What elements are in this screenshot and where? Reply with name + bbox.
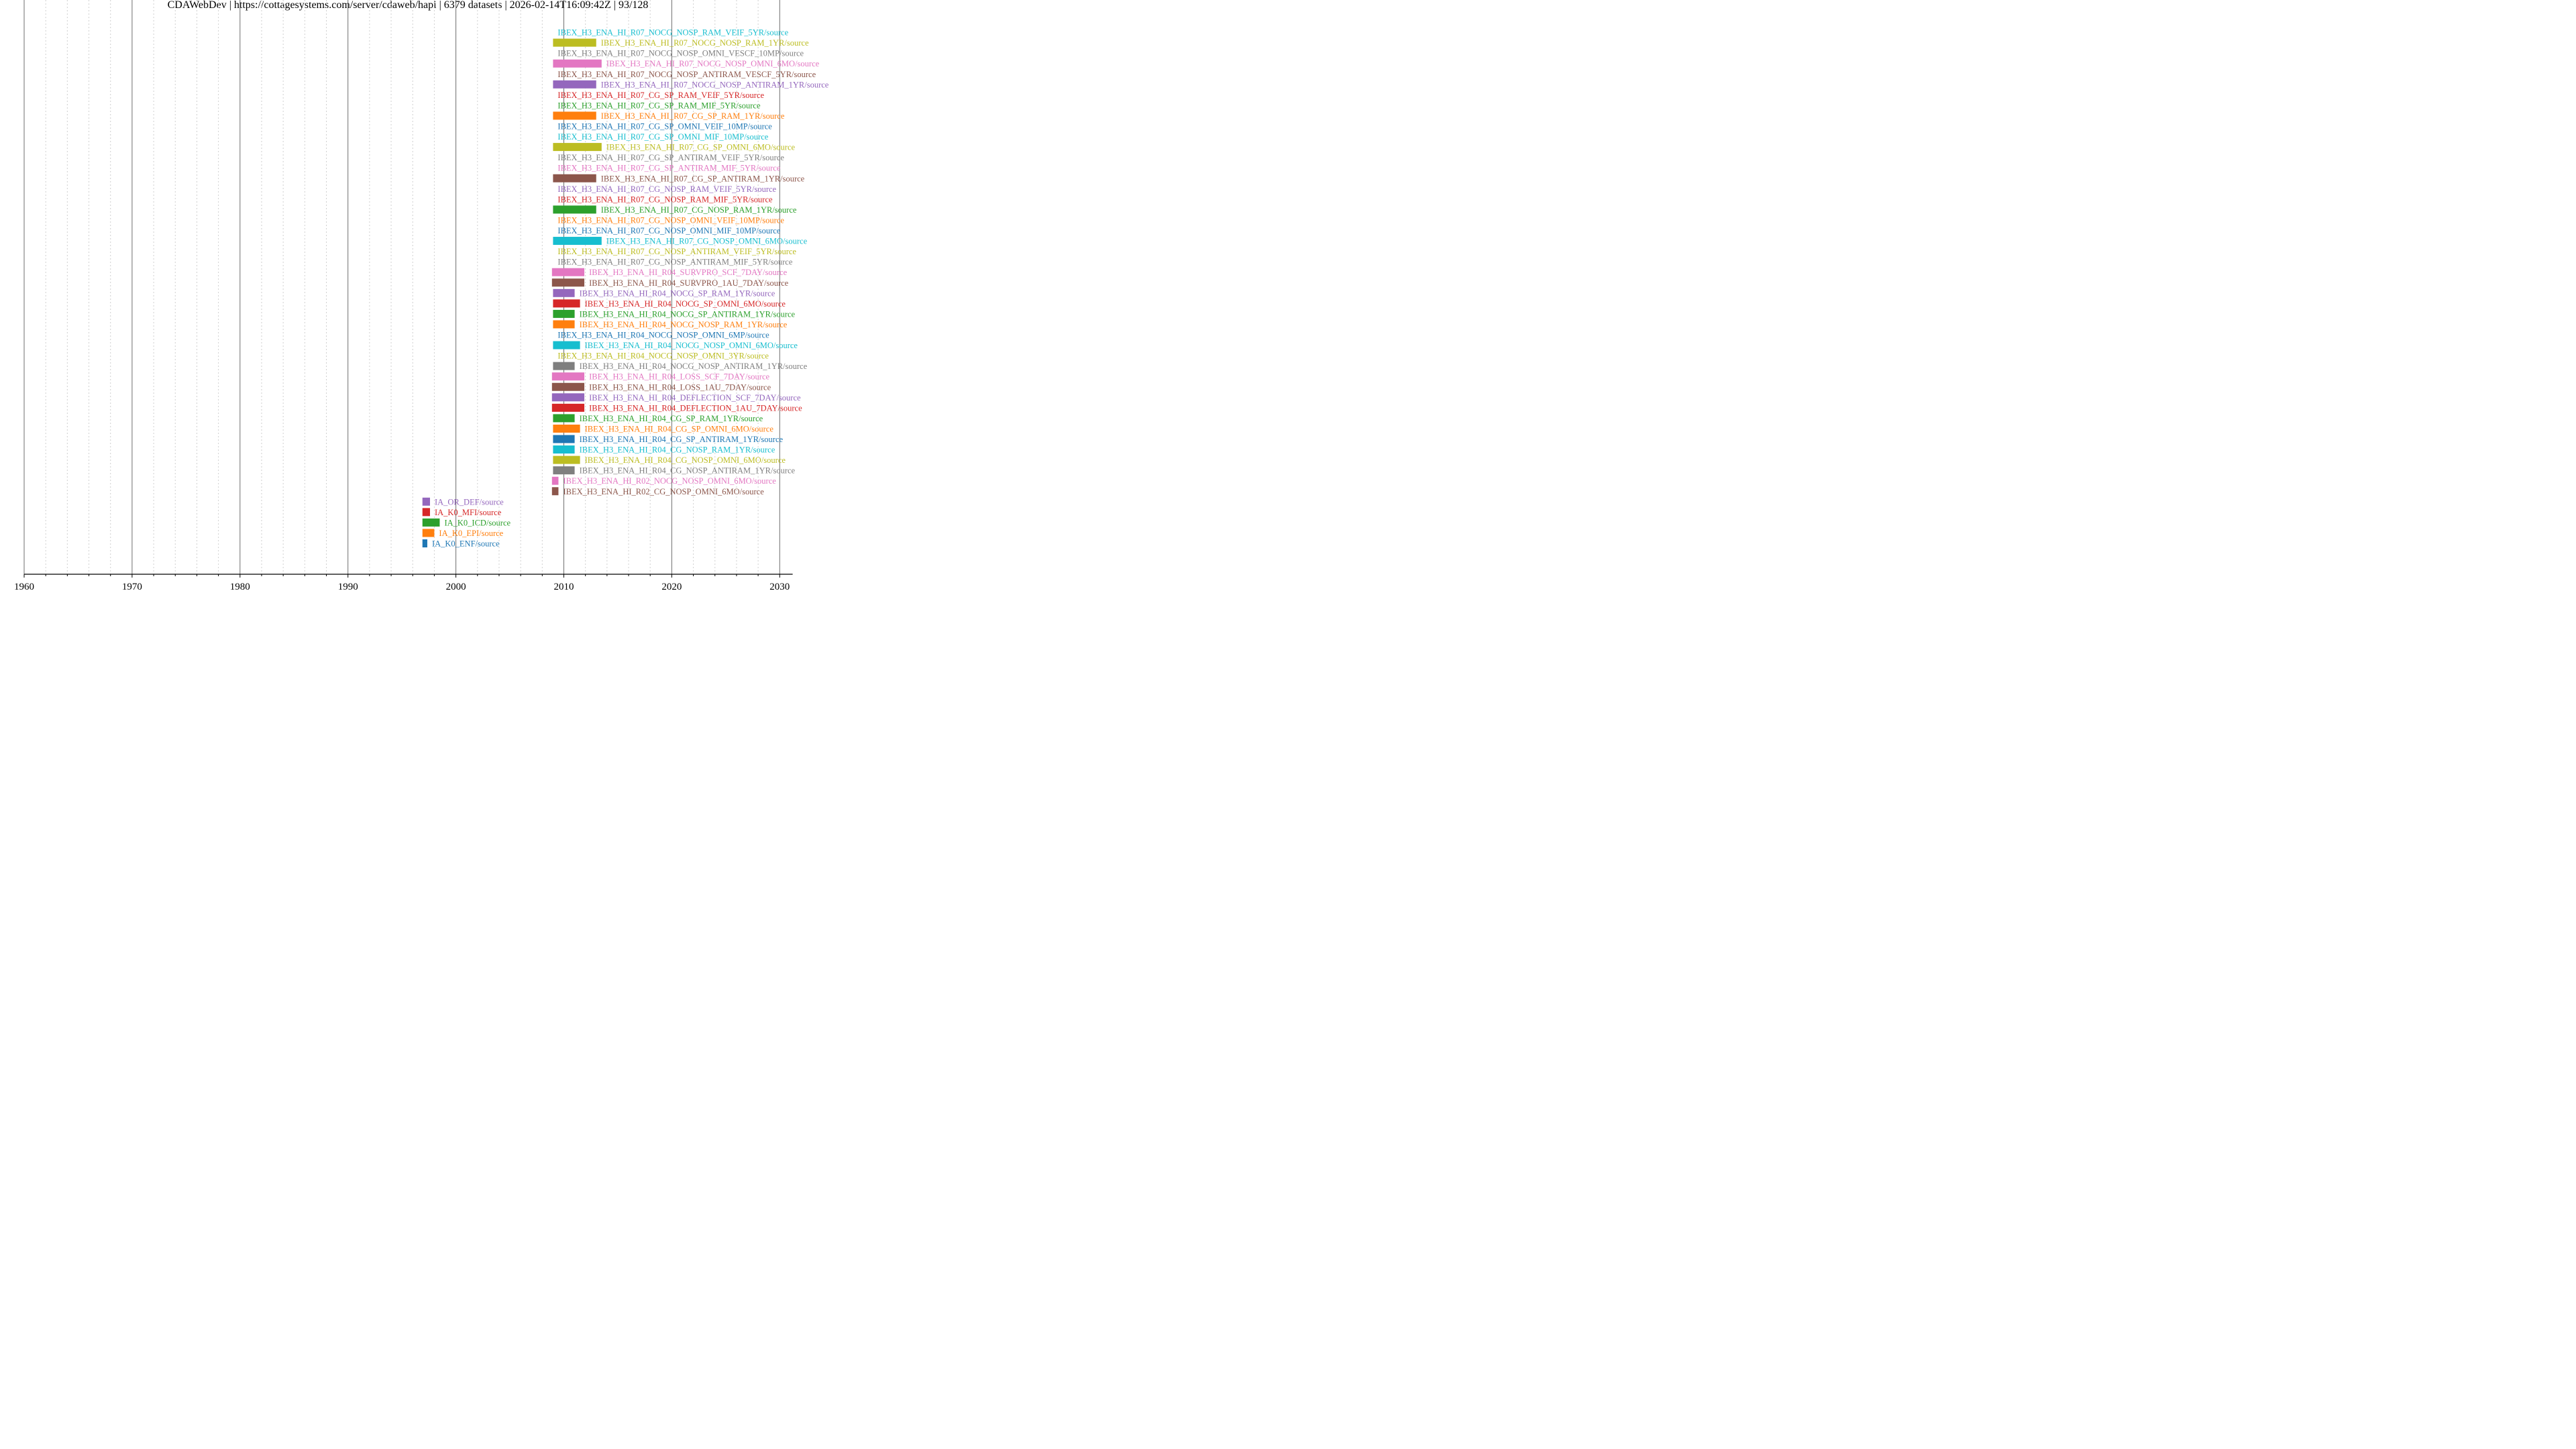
grid xyxy=(23,0,780,574)
dataset-label: IBEX_H3_ENA_HI_R04_NOCG_NOSP_ANTIRAM_1YR… xyxy=(580,362,808,371)
dataset-label: IBEX_H3_ENA_HI_R07_NOCG_NOSP_RAM_VEIF_5Y… xyxy=(557,28,788,38)
dataset-label: IBEX_H3_ENA_HI_R07_NOCG_NOSP_ANTIRAM_1YR… xyxy=(601,80,829,89)
dataset-label: IBEX_H3_ENA_HI_R04_CG_SP_OMNI_6MO/source xyxy=(585,424,774,433)
dataset-bar xyxy=(551,487,559,496)
dataset-label: IBEX_H3_ENA_HI_R04_NOCG_SP_OMNI_6MO/sour… xyxy=(585,299,786,309)
dataset-bar xyxy=(553,143,602,152)
dataset-label: IBEX_H3_ENA_HI_R07_CG_SP_RAM_MIF_5YR/sou… xyxy=(557,101,761,110)
dataset-bars xyxy=(422,38,602,547)
chart-title: CDAWebDev | https://cottagesystems.com/s… xyxy=(168,0,649,11)
dataset-label: IBEX_H3_ENA_HI_R07_CG_SP_RAM_VEIF_5YR/so… xyxy=(557,91,764,100)
dataset-bar xyxy=(553,362,575,370)
dataset-bar xyxy=(553,288,575,297)
x-tick-label: 2010 xyxy=(554,582,574,592)
dataset-label: IBEX_H3_ENA_HI_R04_NOCG_NOSP_OMNI_6MP/so… xyxy=(557,331,769,340)
dataset-label: IBEX_H3_ENA_HI_R04_CG_SP_RAM_1YR/source xyxy=(580,414,763,423)
dataset-bar xyxy=(553,237,602,246)
dataset-bar xyxy=(551,268,585,276)
dataset-bar xyxy=(553,455,580,464)
x-tick-label: 1960 xyxy=(14,582,34,592)
dataset-bar xyxy=(553,445,575,454)
dataset-label: IBEX_H3_ENA_HI_R07_CG_NOSP_RAM_VEIF_5YR/… xyxy=(557,184,776,194)
dataset-label: IBEX_H3_ENA_HI_R07_NOCG_NOSP_RAM_1YR/sou… xyxy=(601,38,809,48)
dataset-bar xyxy=(551,372,585,381)
dataset-bar xyxy=(553,299,580,308)
dataset-label: IBEX_H3_ENA_HI_R07_NOCG_NOSP_OMNI_6MO/so… xyxy=(606,59,820,68)
dataset-bar xyxy=(553,309,575,318)
timeline-chart: CDAWebDev | https://cottagesystems.com/s… xyxy=(14,0,829,592)
dataset-label: IBEX_H3_ENA_HI_R04_NOCG_NOSP_RAM_1YR/sou… xyxy=(580,320,788,329)
dataset-bar xyxy=(551,476,559,485)
x-axis: 1960 1970 1980 1990 2000 2010 2020 2030 xyxy=(14,574,793,592)
dataset-label: IBEX_H3_ENA_HI_R04_SURVPRO_SCF_7DAY/sour… xyxy=(589,268,788,277)
dataset-label: IBEX_H3_ENA_HI_R02_NOCG_NOSP_OMNI_6MO/so… xyxy=(563,476,776,486)
dataset-label: IBEX_H3_ENA_HI_R02_CG_NOSP_OMNI_6MO/sour… xyxy=(563,487,764,496)
dataset-label: IBEX_H3_ENA_HI_R07_CG_SP_ANTIRAM_MIF_5YR… xyxy=(557,164,780,173)
x-tick-label: 2000 xyxy=(446,582,466,592)
dataset-bar xyxy=(553,174,596,182)
dataset-label: IBEX_H3_ENA_HI_R04_NOCG_NOSP_OMNI_3YR/so… xyxy=(557,352,769,361)
dataset-bar xyxy=(422,518,440,527)
dataset-label: IA_OR_DEF/source xyxy=(435,497,504,506)
dataset-label: IBEX_H3_ENA_HI_R07_CG_NOSP_ANTIRAM_MIF_5… xyxy=(557,258,792,267)
dataset-label: IBEX_H3_ENA_HI_R07_CG_NOSP_RAM_MIF_5YR/s… xyxy=(557,195,773,204)
x-tick-label: 2020 xyxy=(661,582,682,592)
dataset-bar xyxy=(553,435,575,443)
dataset-label: IBEX_H3_ENA_HI_R07_CG_NOSP_RAM_1YR/sourc… xyxy=(601,205,797,215)
dataset-label: IBEX_H3_ENA_HI_R04_CG_SP_ANTIRAM_1YR/sou… xyxy=(580,435,784,444)
dataset-label: IBEX_H3_ENA_HI_R07_CG_NOSP_OMNI_MIF_10MP… xyxy=(557,226,780,235)
dataset-label: IBEX_H3_ENA_HI_R04_LOSS_1AU_7DAY/source xyxy=(589,382,771,392)
dataset-label: IBEX_H3_ENA_HI_R07_CG_SP_OMNI_MIF_10MP/s… xyxy=(557,132,768,142)
dataset-bar xyxy=(551,278,585,287)
dataset-label: IBEX_H3_ENA_HI_R07_CG_NOSP_ANTIRAM_VEIF_… xyxy=(557,247,796,256)
dataset-label: IBEX_H3_ENA_HI_R04_NOCG_SP_ANTIRAM_1YR/s… xyxy=(580,309,796,319)
dataset-label: IBEX_H3_ENA_HI_R07_CG_NOSP_OMNI_6MO/sour… xyxy=(606,237,808,246)
dataset-label: IBEX_H3_ENA_HI_R04_LOSS_SCF_7DAY/source xyxy=(589,372,769,382)
dataset-label: IBEX_H3_ENA_HI_R04_DEFLECTION_SCF_7DAY/s… xyxy=(589,393,801,402)
dataset-bar xyxy=(553,466,575,475)
dataset-bar xyxy=(553,59,602,68)
dataset-label: IA_K0_MFI/source xyxy=(435,508,502,517)
dataset-label: IBEX_H3_ENA_HI_R04_NOCG_NOSP_OMNI_6MO/so… xyxy=(585,341,798,350)
dataset-bar xyxy=(553,424,580,433)
dataset-bar xyxy=(422,539,427,547)
dataset-bar xyxy=(553,111,596,120)
dataset-label: IA_K0_ENF/source xyxy=(432,539,500,549)
dataset-bar xyxy=(553,38,596,47)
dataset-bar xyxy=(422,529,435,537)
dataset-label: IBEX_H3_ENA_HI_R07_CG_NOSP_OMNI_VEIF_10M… xyxy=(557,215,784,225)
dataset-label: IA_K0_ICD/source xyxy=(444,518,511,527)
dataset-bar xyxy=(553,320,575,329)
dataset-bar xyxy=(422,508,430,517)
x-tick-label: 2030 xyxy=(769,582,790,592)
dataset-bar xyxy=(553,205,596,214)
dataset-bar xyxy=(551,393,585,402)
dataset-label: IBEX_H3_ENA_HI_R07_CG_SP_RAM_1YR/source xyxy=(601,111,785,121)
x-tick-label: 1970 xyxy=(122,582,142,592)
dataset-label: IBEX_H3_ENA_HI_R04_CG_NOSP_ANTIRAM_1YR/s… xyxy=(580,466,796,476)
dataset-label: IBEX_H3_ENA_HI_R07_CG_SP_OMNI_VEIF_10MP/… xyxy=(557,122,772,131)
dataset-label: IBEX_H3_ENA_HI_R04_NOCG_SP_RAM_1YR/sourc… xyxy=(580,288,775,298)
dataset-bar xyxy=(553,414,575,423)
dataset-bar xyxy=(422,497,430,506)
dataset-label: IBEX_H3_ENA_HI_R07_NOCG_NOSP_ANTIRAM_VES… xyxy=(557,70,816,79)
dataset-label: IBEX_H3_ENA_HI_R04_SURVPRO_1AU_7DAY/sour… xyxy=(589,278,789,288)
dataset-label: IBEX_H3_ENA_HI_R07_CG_SP_ANTIRAM_1YR/sou… xyxy=(601,174,805,183)
x-tick-label: 1980 xyxy=(230,582,250,592)
dataset-bar xyxy=(551,382,585,391)
dataset-label: IBEX_H3_ENA_HI_R07_NOCG_NOSP_OMNI_VESCF_… xyxy=(557,49,804,58)
dataset-bar xyxy=(553,80,596,89)
dataset-label: IBEX_H3_ENA_HI_R04_DEFLECTION_1AU_7DAY/s… xyxy=(589,403,802,413)
dataset-label: IBEX_H3_ENA_HI_R07_CG_SP_OMNI_6MO/source xyxy=(606,143,796,152)
dataset-label: IBEX_H3_ENA_HI_R04_CG_NOSP_RAM_1YR/sourc… xyxy=(580,445,775,455)
dataset-label: IA_K0_EPI/source xyxy=(439,529,503,538)
dataset-label: IBEX_H3_ENA_HI_R07_CG_SP_ANTIRAM_VEIF_5Y… xyxy=(557,153,784,162)
x-tick-label: 1990 xyxy=(338,582,358,592)
dataset-label: IBEX_H3_ENA_HI_R04_CG_NOSP_OMNI_6MO/sour… xyxy=(585,455,786,465)
dataset-bar xyxy=(553,341,580,350)
dataset-bar xyxy=(551,403,585,412)
